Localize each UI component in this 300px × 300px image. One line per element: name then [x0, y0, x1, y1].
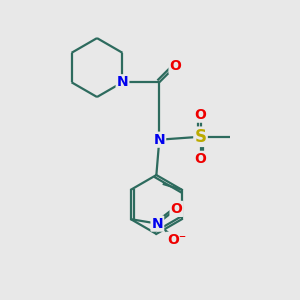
Text: O⁻: O⁻ — [167, 233, 186, 247]
Text: O: O — [171, 202, 182, 216]
Text: O: O — [195, 152, 206, 166]
Text: O: O — [169, 59, 181, 73]
Text: O: O — [195, 108, 206, 122]
Text: N: N — [152, 217, 163, 231]
Text: N: N — [154, 133, 165, 147]
Text: S: S — [194, 128, 206, 146]
Text: N: N — [117, 75, 128, 89]
